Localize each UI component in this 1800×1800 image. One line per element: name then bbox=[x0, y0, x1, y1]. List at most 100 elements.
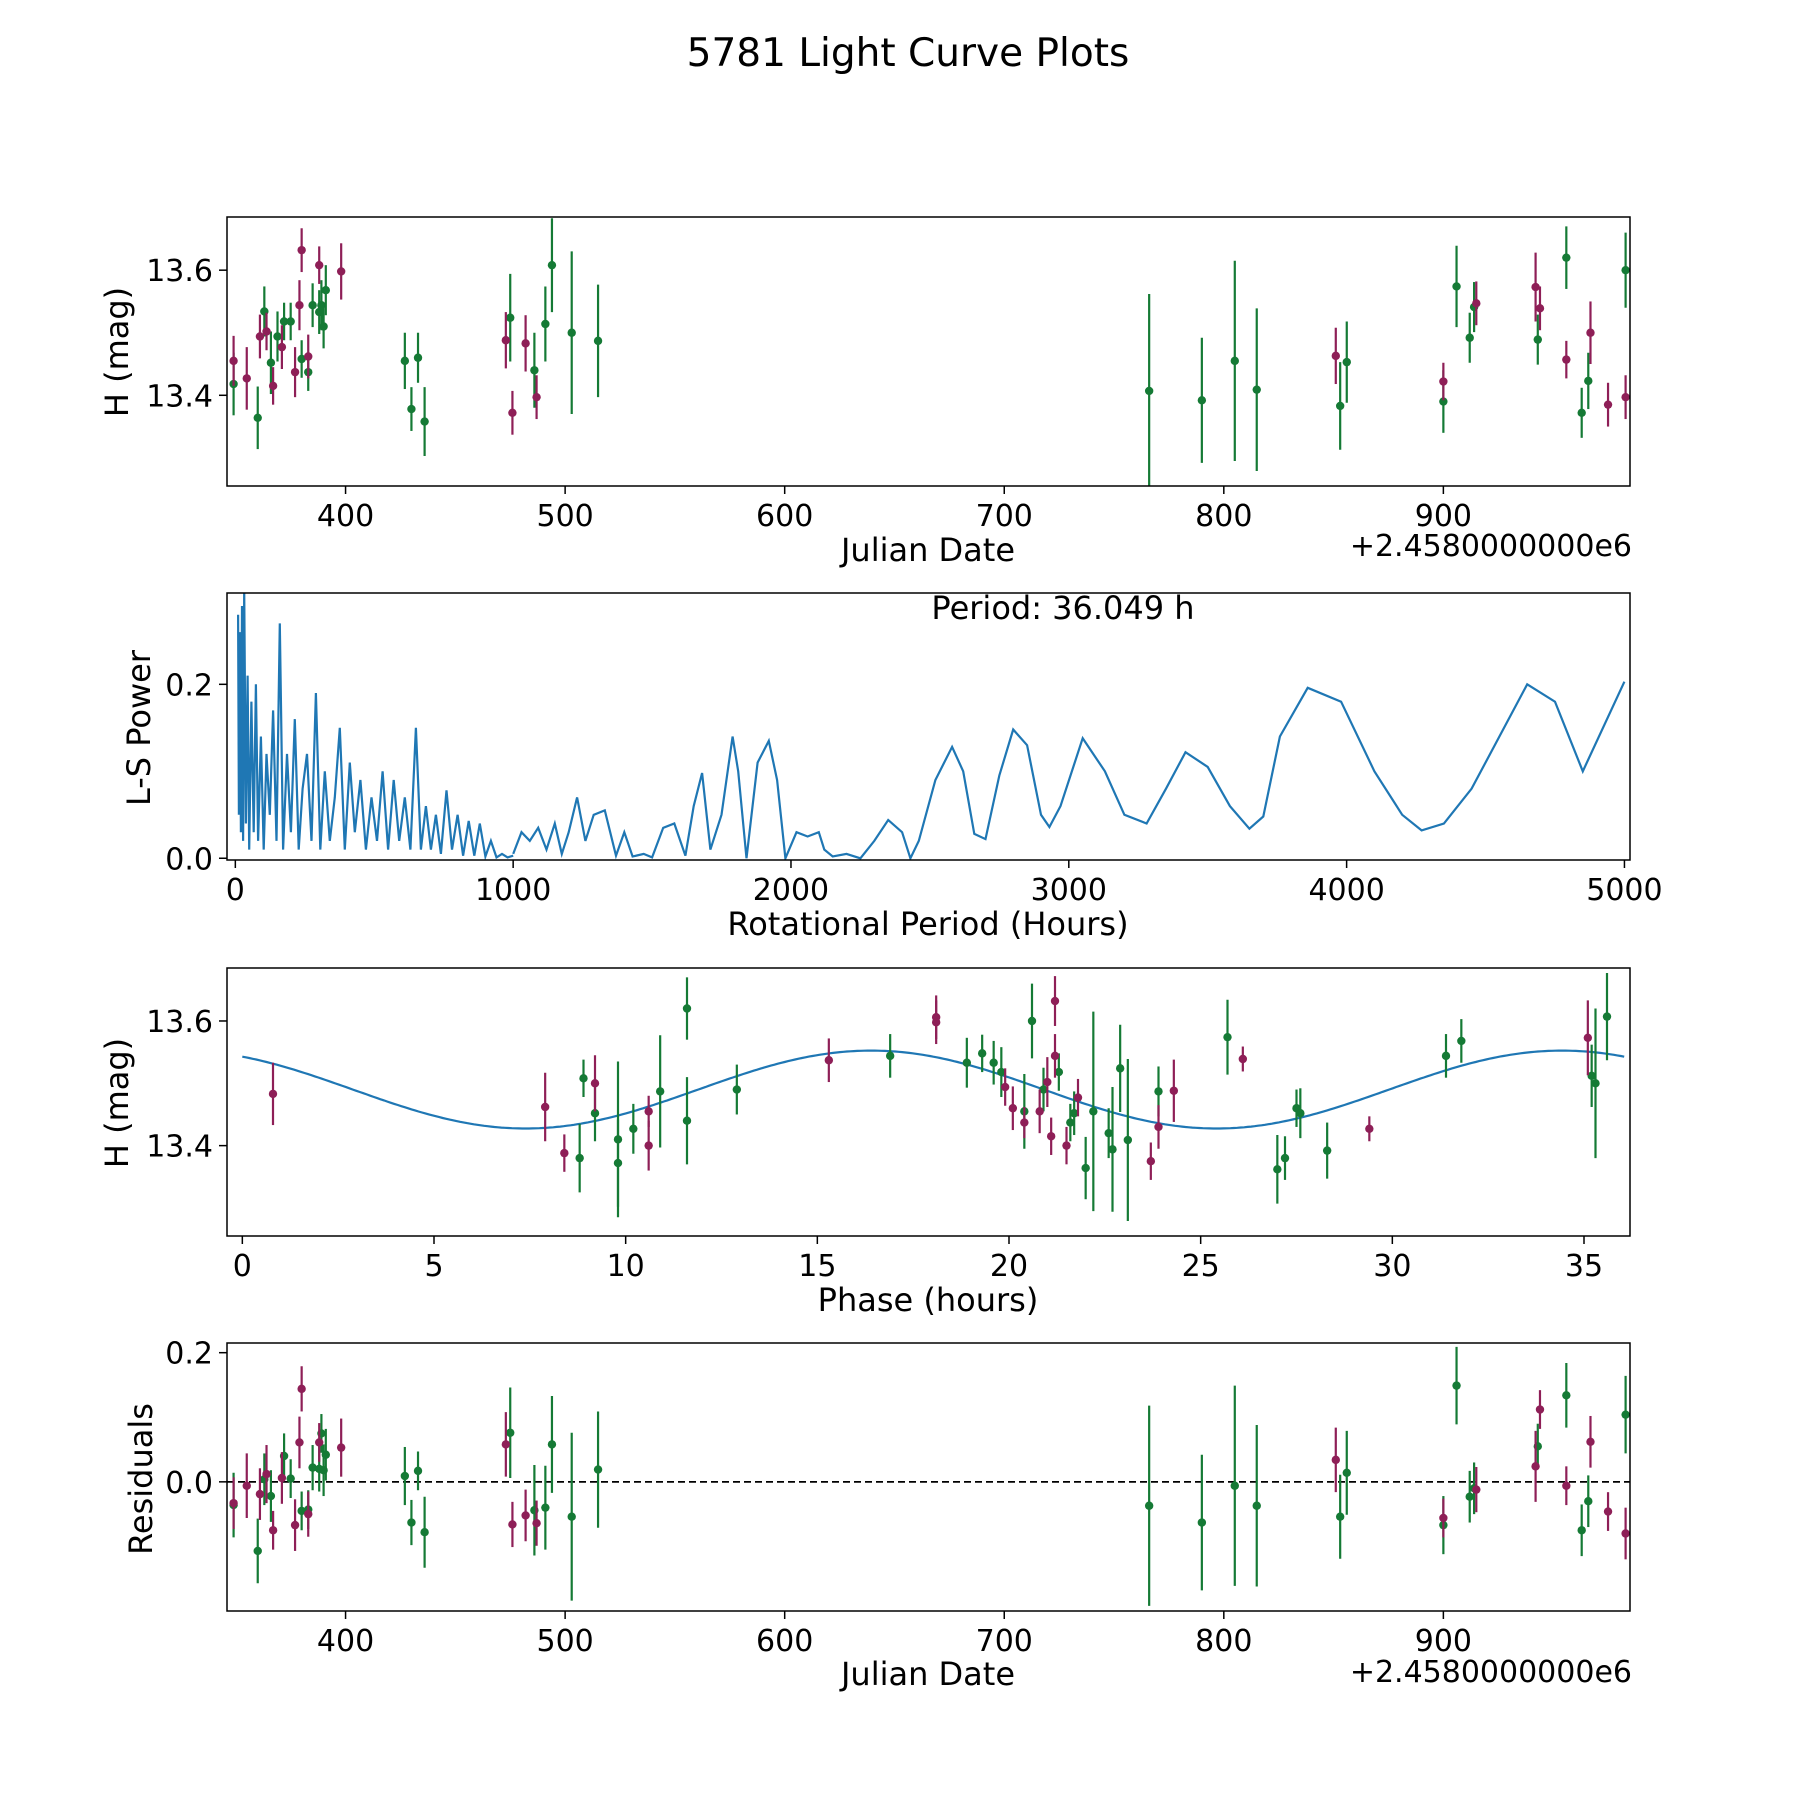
data-point-magenta bbox=[1331, 351, 1340, 361]
x-tick-label: 600 bbox=[756, 499, 813, 534]
data-point-green bbox=[1066, 1118, 1075, 1127]
x-tick-label: 2000 bbox=[753, 873, 829, 908]
data-point-green bbox=[1562, 1391, 1571, 1400]
data-point-green bbox=[1280, 1153, 1290, 1163]
x-tick-label: 700 bbox=[976, 499, 1033, 534]
data-point-green bbox=[977, 1049, 987, 1058]
data-point-magenta bbox=[824, 1056, 834, 1065]
data-point-green bbox=[297, 354, 306, 364]
y-tick-label: 0.2 bbox=[165, 668, 213, 703]
data-point-magenta bbox=[229, 1498, 238, 1508]
data-point-magenta bbox=[501, 1440, 511, 1449]
data-point-magenta bbox=[1531, 282, 1540, 292]
data-point-magenta bbox=[508, 1520, 517, 1529]
data-point-green bbox=[1621, 1410, 1630, 1419]
axes-frame-phased bbox=[226, 967, 1631, 1237]
data-point-green bbox=[1089, 1107, 1098, 1116]
data-point-magenta bbox=[521, 1511, 530, 1520]
x-tick-label: 30 bbox=[1373, 1249, 1411, 1284]
y-tick-label: 0.2 bbox=[165, 1337, 213, 1372]
data-point-magenta bbox=[1046, 1132, 1056, 1141]
data-point-green bbox=[266, 358, 276, 367]
data-point-green bbox=[1230, 1481, 1239, 1490]
data-point-magenta bbox=[277, 1473, 287, 1483]
x-tick-label: 500 bbox=[536, 1624, 593, 1659]
data-point-magenta bbox=[268, 381, 278, 391]
x-offset-lightcurve: +2.4580000000e6 bbox=[1350, 529, 1632, 564]
data-point-magenta bbox=[590, 1079, 600, 1088]
data-point-green bbox=[655, 1087, 665, 1096]
panel-periodogram: Rotational Period (Hours) L-S Power Peri… bbox=[120, 589, 1195, 943]
data-point-green bbox=[1587, 1071, 1596, 1081]
data-point-green bbox=[413, 1466, 423, 1476]
plot-area-residuals bbox=[227, 1346, 1630, 1606]
data-point-magenta bbox=[532, 1518, 541, 1528]
ylabel-lightcurve: H (mag) bbox=[98, 287, 136, 417]
data-point-green bbox=[682, 1116, 692, 1125]
data-point-magenta bbox=[1331, 1455, 1340, 1465]
data-point-magenta bbox=[1621, 1529, 1630, 1538]
data-point-magenta bbox=[644, 1107, 653, 1116]
fit-curve bbox=[242, 1049, 1625, 1130]
data-point-green bbox=[506, 313, 515, 322]
x-tick-label: 900 bbox=[1415, 1624, 1472, 1659]
data-point-green bbox=[308, 301, 317, 310]
data-point-green bbox=[1621, 265, 1630, 275]
x-tick-label: 800 bbox=[1195, 499, 1252, 534]
axes-frame-lightcurve bbox=[226, 216, 1631, 487]
data-point-magenta bbox=[1035, 1107, 1044, 1116]
data-point-magenta bbox=[1008, 1104, 1018, 1113]
ylabel-phased: H (mag) bbox=[98, 1038, 136, 1168]
data-point-magenta bbox=[1062, 1141, 1071, 1150]
data-point-magenta bbox=[501, 336, 511, 345]
data-point-green bbox=[1223, 1032, 1232, 1042]
data-point-green bbox=[1027, 1016, 1037, 1026]
xlabel-periodogram: Rotational Period (Hours) bbox=[727, 905, 1128, 943]
data-point-green bbox=[997, 1067, 1006, 1077]
data-point-magenta bbox=[1439, 377, 1448, 386]
data-point-green bbox=[1154, 1087, 1163, 1096]
data-point-green bbox=[266, 1491, 276, 1501]
plot-lightcurve: 400 500 600 700 800 900 13.4 13.6 bbox=[146, 216, 1631, 534]
data-point-green bbox=[1584, 1497, 1593, 1506]
data-point-green bbox=[1230, 356, 1239, 366]
period-annotation: Period: 36.049 h bbox=[931, 589, 1194, 627]
panel-lightcurve: Julian Date H (mag) +2.4580000000e6 bbox=[98, 287, 1632, 569]
data-point-magenta bbox=[1472, 1485, 1481, 1494]
data-point-green bbox=[1584, 376, 1593, 386]
data-point-green bbox=[989, 1058, 998, 1067]
x-tick-label: 35 bbox=[1565, 1249, 1603, 1284]
plot-phased: 0 5 10 15 20 25 30 35 13.4 13.6 bbox=[146, 967, 1631, 1284]
data-point-green bbox=[286, 317, 295, 326]
periodogram-line bbox=[512, 681, 1626, 860]
data-point-magenta bbox=[1439, 1513, 1448, 1523]
data-point-green bbox=[1577, 408, 1586, 418]
data-point-magenta bbox=[1603, 400, 1613, 409]
ylabel-residuals: Residuals bbox=[122, 1403, 160, 1555]
plot-area-lightcurve bbox=[229, 218, 1630, 486]
data-point-magenta bbox=[644, 1141, 653, 1150]
data-point-green bbox=[1039, 1085, 1048, 1094]
data-point-green bbox=[1197, 396, 1207, 405]
data-point-green bbox=[1452, 1381, 1461, 1390]
x-tick-label: 15 bbox=[798, 1249, 836, 1284]
data-point-green bbox=[413, 353, 423, 362]
x-tick-label: 4000 bbox=[1308, 873, 1384, 908]
data-point-green bbox=[319, 322, 328, 331]
data-point-green bbox=[297, 1506, 306, 1516]
figure-title: 5781 Light Curve Plots bbox=[687, 31, 1130, 76]
data-point-green bbox=[253, 1546, 262, 1556]
x-tick-label: 5 bbox=[424, 1249, 443, 1284]
data-point-green bbox=[273, 332, 282, 341]
data-point-green bbox=[590, 1109, 600, 1118]
data-point-magenta bbox=[1586, 328, 1595, 337]
data-point-green bbox=[541, 319, 550, 329]
data-point-green bbox=[1144, 386, 1154, 396]
data-point-magenta bbox=[1586, 1437, 1595, 1447]
data-point-magenta bbox=[1020, 1118, 1029, 1127]
data-point-green bbox=[1104, 1128, 1113, 1138]
data-point-magenta bbox=[242, 374, 251, 383]
data-point-green bbox=[885, 1051, 895, 1061]
data-point-magenta bbox=[1472, 299, 1481, 308]
data-point-green bbox=[593, 336, 603, 346]
